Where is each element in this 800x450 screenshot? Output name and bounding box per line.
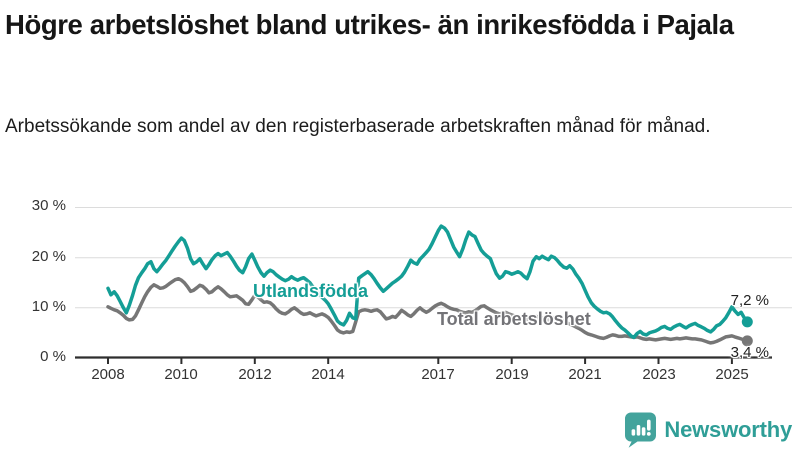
x-tick-label: 2021 — [568, 366, 602, 383]
newsworthy-logo: Newsworthy — [624, 412, 792, 448]
page-title: Högre arbetslöshet bland utrikes- än inr… — [5, 9, 734, 40]
x-tick-label: 2008 — [91, 366, 125, 383]
y-tick-label: 30 % — [31, 197, 66, 214]
x-tick-label: 2010 — [164, 366, 198, 383]
x-tick-label: 2019 — [495, 366, 529, 383]
x-tick-label: 2025 — [715, 366, 749, 383]
series-line-utlandsfodda — [106, 224, 750, 340]
series-end-dot-utlandsfodda — [741, 316, 753, 328]
x-tick-label: 2023 — [642, 366, 676, 383]
x-tick-label: 2017 — [421, 366, 455, 383]
page-subtitle: Arbetssökande som andel av den registerb… — [5, 116, 711, 137]
x-tick-label: 2014 — [311, 366, 345, 383]
end-value-label-utlandsfodda: 7,2 % — [730, 292, 769, 309]
end-value-label-total-arbetsloshet: 3,4 % — [730, 344, 769, 361]
y-tick-label: 0 % — [40, 348, 66, 365]
brand-name: Newsworthy — [664, 417, 792, 442]
series-line-total-arbetsloshet — [106, 276, 750, 345]
series-label-total-arbetsloshet: Total arbetslöshet — [437, 309, 591, 329]
series-end-dot-total-arbetsloshet — [741, 335, 753, 347]
y-tick-label: 20 % — [31, 248, 66, 265]
y-tick-label: 10 % — [31, 298, 66, 315]
newsworthy-speech-bubble-chart-icon — [624, 412, 657, 448]
x-tick-label: 2012 — [238, 366, 272, 383]
series-label-utlandsfodda: Utlandsfödda — [253, 281, 368, 301]
